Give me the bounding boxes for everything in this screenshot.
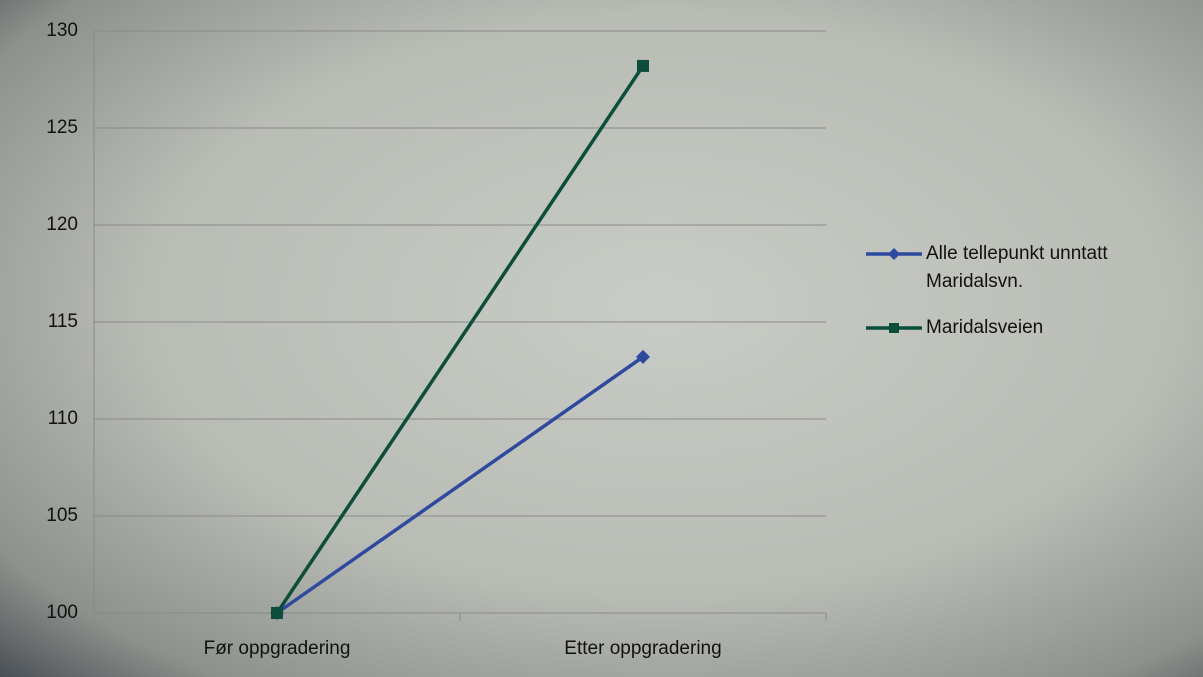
x-tick-label: Etter oppgradering: [564, 638, 721, 659]
series-line: [275, 64, 645, 614]
y-tick-label: 125: [46, 117, 78, 138]
marker: [889, 323, 899, 333]
marker: [637, 59, 649, 72]
legend-icon: [866, 323, 922, 333]
y-tick-label: 120: [46, 214, 78, 235]
y-tick-label: 105: [46, 505, 78, 526]
marker: [888, 248, 900, 260]
legend-item: Alle tellepunkt unntatt Maridalsvn.: [866, 240, 1186, 296]
x-tick-label: Før oppgradering: [204, 638, 351, 659]
marker: [271, 607, 283, 619]
y-tick-label: 130: [46, 20, 78, 41]
legend: Alle tellepunkt unntatt Maridalsvn. Marid…: [866, 240, 1186, 360]
y-tick-label: 115: [48, 311, 78, 332]
legend-label: Alle tellepunkt unntatt Maridalsvn.: [926, 243, 1108, 292]
legend-icon: [866, 248, 922, 260]
y-tick-label: 110: [48, 408, 78, 429]
legend-label: Maridalsveien: [926, 317, 1044, 338]
legend-item: Maridalsveien: [866, 314, 1186, 342]
marker: [636, 349, 650, 364]
series-line: [275, 355, 645, 615]
y-tick-label: 100: [46, 602, 78, 623]
